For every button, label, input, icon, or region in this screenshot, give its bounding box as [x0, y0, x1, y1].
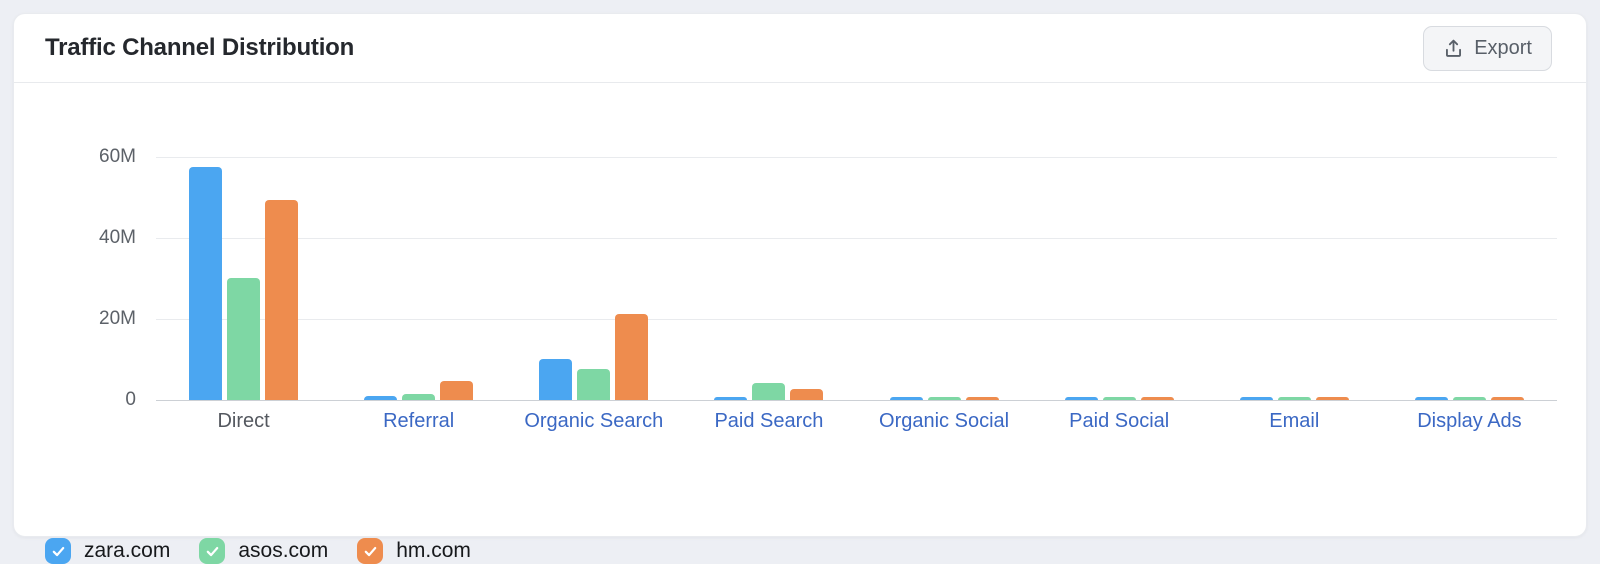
category-label-direct: Direct [217, 410, 270, 432]
legend-label: zara.com [84, 539, 171, 562]
x-axis: Direct Referral Organic Search Paid Search O… [156, 410, 1557, 440]
bar-zara-com-paid-search[interactable] [714, 396, 748, 400]
legend-item-asos-com[interactable]: asos.com [199, 538, 328, 564]
legend-item-zara-com[interactable]: zara.com [45, 538, 170, 564]
category-label-paid-social[interactable]: Paid Social [1069, 410, 1170, 432]
plot-area [156, 157, 1557, 400]
page-title: Traffic Channel Distribution [45, 34, 355, 61]
category-label-display-ads[interactable]: Display Ads [1417, 410, 1522, 432]
category-label-email[interactable]: Email [1269, 410, 1320, 432]
bar-hm-com-email[interactable] [1315, 397, 1349, 400]
card-header: Traffic Channel Distribution Export [14, 14, 1586, 83]
export-button-label: Export [1474, 36, 1532, 59]
bar-group-organic-search [506, 157, 681, 400]
bar-zara-com-display-ads[interactable] [1414, 397, 1448, 400]
category-label-referral[interactable]: Referral [383, 410, 455, 432]
gridline [156, 319, 1557, 320]
legend-label: asos.com [238, 539, 329, 562]
checkbox-checked-icon[interactable] [45, 538, 71, 564]
bar-hm-com-referral[interactable] [440, 380, 474, 400]
bar-group-paid-search [681, 157, 856, 400]
bar-group-direct [156, 157, 331, 400]
chart-legend: zara.com asos.com hm.com [45, 538, 471, 564]
bar-asos-com-paid-social[interactable] [1102, 397, 1136, 400]
bar-hm-com-display-ads[interactable] [1490, 397, 1524, 400]
bar-asos-com-email[interactable] [1277, 397, 1311, 400]
gridline [156, 157, 1557, 158]
y-tick-label: 60M [99, 146, 136, 167]
bar-asos-com-organic-search[interactable] [577, 369, 611, 400]
bar-hm-com-paid-search[interactable] [790, 389, 824, 400]
bar-asos-com-organic-social[interactable] [927, 397, 961, 400]
bar-zara-com-email[interactable] [1239, 397, 1273, 400]
y-tick-label: 20M [99, 308, 136, 329]
bar-zara-com-paid-social[interactable] [1064, 397, 1098, 400]
checkbox-checked-icon[interactable] [199, 538, 226, 564]
bar-hm-com-direct[interactable] [265, 199, 299, 400]
bar-group-organic-social [857, 157, 1032, 400]
y-tick-label: 0 [125, 389, 136, 410]
bar-group-email [1207, 157, 1382, 400]
legend-label: hm.com [396, 539, 471, 562]
bar-asos-com-referral[interactable] [402, 394, 436, 400]
traffic-channel-card: Traffic Channel Distribution Export 60M 4… [13, 13, 1587, 564]
bar-hm-com-organic-search[interactable] [615, 314, 649, 400]
upload-icon [1443, 38, 1464, 59]
bar-hm-com-organic-social[interactable] [965, 397, 999, 400]
bar-hm-com-paid-social[interactable] [1140, 397, 1174, 400]
checkbox-checked-icon[interactable] [357, 538, 384, 564]
category-label-paid-search[interactable]: Paid Search [714, 410, 824, 432]
legend-item-hm-com[interactable]: hm.com [357, 538, 471, 564]
bar-group-paid-social [1032, 157, 1207, 400]
bar-zara-com-direct[interactable] [189, 167, 223, 400]
bar-asos-com-paid-search[interactable] [752, 382, 786, 400]
category-label-organic-search[interactable]: Organic Search [524, 410, 664, 432]
bar-group-display-ads [1382, 157, 1557, 400]
bar-asos-com-direct[interactable] [227, 277, 261, 400]
bar-zara-com-referral[interactable] [364, 396, 398, 400]
bar-chart: 60M 40M 20M 0 Direct Referral Organic Search P… [14, 83, 1586, 564]
bar-zara-com-organic-social[interactable] [889, 397, 923, 400]
bar-group-referral [331, 157, 506, 400]
category-label-organic-social[interactable]: Organic Social [879, 410, 1010, 432]
y-tick-label: 40M [99, 227, 136, 248]
gridline [156, 238, 1557, 239]
gridline [156, 400, 1557, 401]
bar-asos-com-display-ads[interactable] [1452, 397, 1486, 400]
export-button[interactable]: Export [1423, 25, 1552, 71]
bar-zara-com-organic-search[interactable] [539, 359, 573, 400]
